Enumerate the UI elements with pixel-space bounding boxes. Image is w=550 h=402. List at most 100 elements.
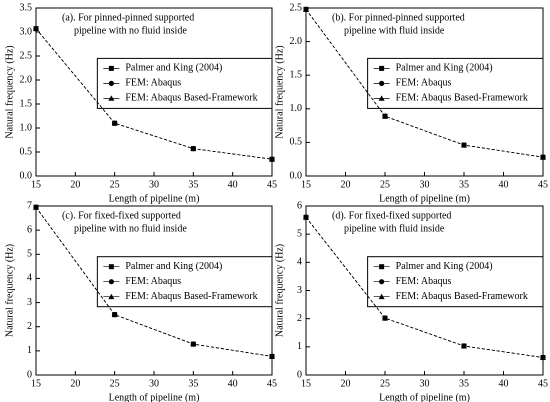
y-tick-label: 0.5 — [20, 146, 33, 157]
marker-triangle — [269, 353, 275, 359]
panel-title: pipeline with no fluid inside — [74, 25, 187, 36]
x-tick-label: 35 — [188, 179, 198, 190]
legend-box — [367, 256, 544, 308]
marker-circle — [108, 80, 114, 86]
marker-triangle — [111, 311, 118, 318]
marker-triangle — [108, 293, 115, 300]
marker-circle — [379, 80, 385, 86]
y-tick-label: 1 — [297, 341, 302, 352]
y-tick-label: 2.5 — [290, 2, 303, 13]
x-tick-label: 20 — [70, 378, 80, 389]
marker-triangle — [382, 113, 388, 119]
legend-label: Palmer and King (2004) — [396, 63, 493, 74]
y-axis-label: Natural frequency (Hz) — [274, 45, 285, 138]
x-tick-label: 25 — [380, 378, 390, 389]
y-tick-label: 4 — [27, 273, 32, 284]
panel-title: (d). For fixed-fixed supported — [332, 210, 451, 221]
y-tick-label: 1.5 — [290, 69, 303, 80]
series-line — [35, 207, 273, 357]
x-axis-label: Length of pipeline (m) — [379, 392, 470, 402]
legend-label: Palmer and King (2004) — [125, 63, 222, 74]
x-axis-label: Length of pipeline (m) — [109, 392, 200, 402]
legend-box — [96, 57, 273, 109]
y-tick-label: 3 — [297, 285, 302, 296]
y-tick-label: 1.0 — [290, 103, 303, 114]
x-tick-label: 40 — [228, 179, 238, 190]
panel-title: (c). For fixed-fixed supported — [62, 210, 181, 221]
x-tick-label: 15 — [31, 378, 41, 389]
panel-title: (a). For pinned-pinned supported — [62, 12, 194, 23]
marker-triangle — [461, 342, 467, 349]
x-tick-label: 25 — [110, 378, 120, 389]
y-tick-label: 0 — [27, 369, 32, 380]
y-tick-label: 5 — [297, 228, 302, 239]
panel-title: pipeline with no fluid inside — [74, 223, 187, 234]
x-tick-label: 45 — [538, 179, 548, 190]
x-tick-label: 30 — [149, 179, 159, 190]
y-tick-label: 1.5 — [20, 98, 33, 109]
x-axis-label: Length of pipeline (m) — [379, 193, 470, 204]
marker-triangle — [33, 25, 39, 32]
marker-triangle — [461, 142, 467, 148]
y-tick-label: 1.0 — [20, 122, 33, 133]
x-tick-label: 40 — [228, 378, 238, 389]
legend-label: FEM: Abaqus Based-Framework — [396, 291, 528, 302]
y-tick-label: 0.5 — [290, 137, 303, 148]
x-tick-label: 45 — [267, 378, 277, 389]
series-line — [305, 9, 544, 158]
panel-title: (b). For pinned-pinned supported — [332, 12, 465, 23]
x-tick-label: 45 — [538, 378, 548, 389]
marker-triangle — [190, 145, 197, 152]
x-tick-label: 35 — [188, 378, 198, 389]
x-tick-label: 25 — [380, 179, 390, 190]
x-tick-label: 15 — [301, 179, 311, 190]
marker-triangle — [382, 315, 388, 321]
y-tick-label: 3.5 — [20, 2, 33, 13]
legend-box — [367, 57, 544, 109]
y-axis-label: Natural frequency (Hz) — [4, 45, 15, 138]
x-tick-label: 20 — [341, 179, 351, 190]
x-tick-label: 20 — [70, 179, 80, 190]
y-tick-label: 0 — [297, 369, 302, 380]
marker-circle — [379, 279, 385, 285]
series-line — [305, 217, 544, 358]
x-tick-label: 30 — [420, 179, 430, 190]
x-tick-label: 25 — [110, 179, 120, 190]
y-tick-label: 2 — [297, 313, 302, 324]
legend-label: FEM: Abaqus — [125, 276, 181, 287]
series-line — [35, 28, 273, 160]
y-tick-label: 5 — [27, 249, 32, 260]
legend-label: Palmer and King (2004) — [396, 261, 493, 272]
legend-box — [96, 256, 273, 308]
marker-square — [108, 264, 114, 270]
x-tick-label: 30 — [149, 378, 159, 389]
marker-triangle — [303, 214, 309, 220]
x-tick-label: 35 — [459, 378, 469, 389]
marker-triangle — [378, 293, 385, 300]
y-tick-label: 6 — [27, 224, 32, 235]
marker-triangle — [269, 156, 275, 162]
legend-label: FEM: Abaqus Based-Framework — [396, 93, 528, 104]
x-tick-label: 15 — [31, 179, 41, 190]
x-tick-label: 45 — [267, 179, 277, 190]
x-tick-label: 30 — [420, 378, 430, 389]
marker-triangle — [33, 204, 39, 210]
x-axis-label: Length of pipeline (m) — [109, 193, 200, 204]
legend-label: FEM: Abaqus Based-Framework — [125, 93, 257, 104]
y-tick-label: 4 — [297, 257, 302, 268]
marker-square — [108, 65, 114, 71]
marker-triangle — [540, 354, 546, 360]
panel-title: pipeline with fluid inside — [344, 223, 445, 234]
y-tick-label: 3 — [27, 297, 32, 308]
x-tick-label: 35 — [459, 179, 469, 190]
y-axis-label: Natural frequency (Hz) — [274, 244, 285, 337]
y-tick-label: 2 — [27, 321, 32, 332]
y-tick-label: 2.5 — [20, 50, 33, 61]
y-tick-label: 2.0 — [20, 74, 33, 85]
x-tick-label: 40 — [499, 179, 509, 190]
y-axis-label: Natural frequency (Hz) — [4, 244, 15, 337]
legend-label: FEM: Abaqus — [125, 78, 181, 89]
marker-square — [379, 65, 385, 71]
legend-label: Palmer and King (2004) — [125, 261, 222, 272]
